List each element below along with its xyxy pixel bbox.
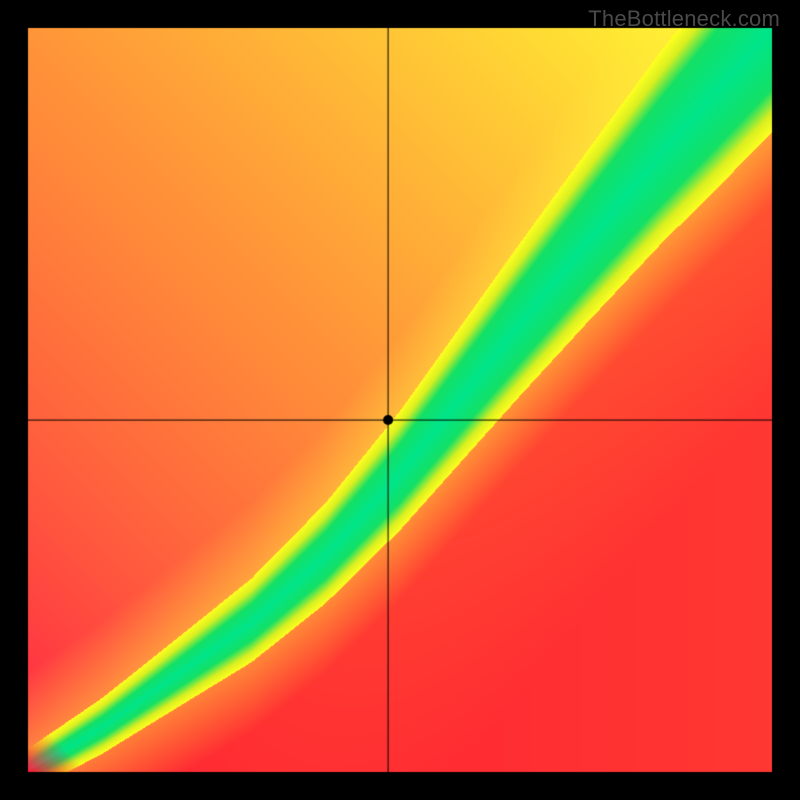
bottleneck-heatmap — [0, 0, 800, 800]
watermark-text: TheBottleneck.com — [588, 6, 780, 32]
chart-container: TheBottleneck.com — [0, 0, 800, 800]
